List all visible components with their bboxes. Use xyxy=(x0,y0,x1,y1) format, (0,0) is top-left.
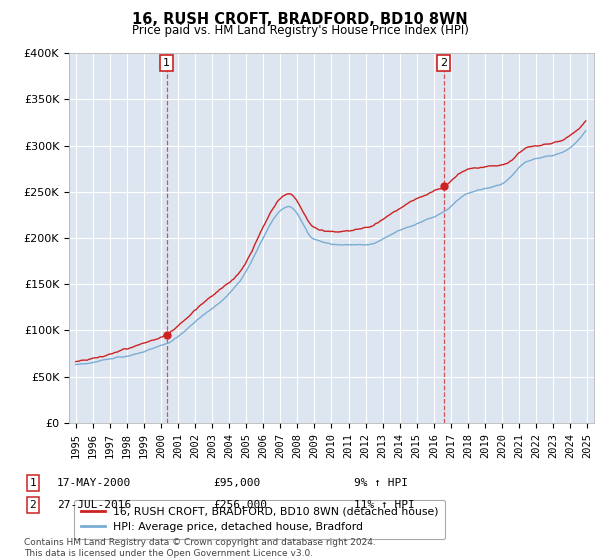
Text: £95,000: £95,000 xyxy=(213,478,260,488)
Text: 2: 2 xyxy=(440,58,447,68)
Text: 1: 1 xyxy=(163,58,170,68)
Text: Contains HM Land Registry data © Crown copyright and database right 2024.
This d: Contains HM Land Registry data © Crown c… xyxy=(24,538,376,558)
Text: 27-JUL-2016: 27-JUL-2016 xyxy=(57,500,131,510)
Text: 2: 2 xyxy=(29,500,37,510)
Text: £256,000: £256,000 xyxy=(213,500,267,510)
Text: 16, RUSH CROFT, BRADFORD, BD10 8WN: 16, RUSH CROFT, BRADFORD, BD10 8WN xyxy=(132,12,468,27)
Legend: 16, RUSH CROFT, BRADFORD, BD10 8WN (detached house), HPI: Average price, detache: 16, RUSH CROFT, BRADFORD, BD10 8WN (deta… xyxy=(74,500,445,539)
Text: Price paid vs. HM Land Registry's House Price Index (HPI): Price paid vs. HM Land Registry's House … xyxy=(131,24,469,36)
Text: 17-MAY-2000: 17-MAY-2000 xyxy=(57,478,131,488)
Text: 11% ↑ HPI: 11% ↑ HPI xyxy=(354,500,415,510)
Text: 1: 1 xyxy=(29,478,37,488)
Text: 9% ↑ HPI: 9% ↑ HPI xyxy=(354,478,408,488)
